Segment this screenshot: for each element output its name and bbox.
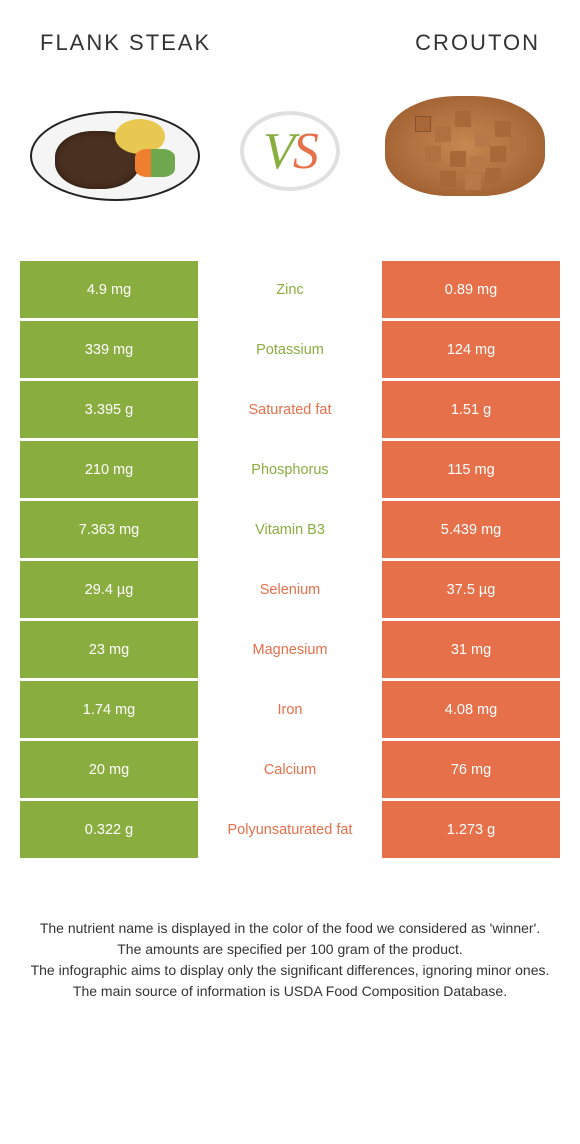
- right-value: 31 mg: [382, 621, 560, 678]
- right-value: 1.273 g: [382, 801, 560, 858]
- nutrient-name: Saturated fat: [198, 381, 382, 438]
- left-value: 4.9 mg: [20, 261, 198, 318]
- footer-line: The main source of information is USDA F…: [30, 981, 550, 1002]
- left-value: 3.395 g: [20, 381, 198, 438]
- footer-notes: The nutrient name is displayed in the co…: [20, 918, 560, 1002]
- nutrient-name: Vitamin B3: [198, 501, 382, 558]
- left-value: 0.322 g: [20, 801, 198, 858]
- nutrient-row: 4.9 mgZinc0.89 mg: [20, 261, 560, 318]
- left-value: 339 mg: [20, 321, 198, 378]
- right-value: 76 mg: [382, 741, 560, 798]
- nutrient-row: 29.4 µgSelenium37.5 µg: [20, 561, 560, 618]
- nutrient-table: 4.9 mgZinc0.89 mg339 mgPotassium124 mg3.…: [20, 261, 560, 858]
- right-value: 37.5 µg: [382, 561, 560, 618]
- right-value: 5.439 mg: [382, 501, 560, 558]
- nutrient-name: Calcium: [198, 741, 382, 798]
- vs-badge: VS: [240, 111, 340, 191]
- nutrient-name: Phosphorus: [198, 441, 382, 498]
- footer-line: The nutrient name is displayed in the co…: [30, 918, 550, 939]
- left-value: 20 mg: [20, 741, 198, 798]
- right-value: 115 mg: [382, 441, 560, 498]
- right-value: 124 mg: [382, 321, 560, 378]
- nutrient-row: 7.363 mgVitamin B35.439 mg: [20, 501, 560, 558]
- nutrient-row: 1.74 mgIron4.08 mg: [20, 681, 560, 738]
- nutrient-row: 23 mgMagnesium31 mg: [20, 621, 560, 678]
- flank-steak-image: [30, 86, 200, 216]
- right-value: 1.51 g: [382, 381, 560, 438]
- right-value: 4.08 mg: [382, 681, 560, 738]
- nutrient-row: 20 mgCalcium76 mg: [20, 741, 560, 798]
- left-value: 29.4 µg: [20, 561, 198, 618]
- vs-v-letter: V: [263, 122, 293, 181]
- nutrient-name: Selenium: [198, 561, 382, 618]
- nutrient-row: 0.322 gPolyunsaturated fat1.273 g: [20, 801, 560, 858]
- nutrient-name: Zinc: [198, 261, 382, 318]
- left-value: 23 mg: [20, 621, 198, 678]
- left-value: 7.363 mg: [20, 501, 198, 558]
- nutrient-name: Iron: [198, 681, 382, 738]
- nutrient-name: Potassium: [198, 321, 382, 378]
- nutrient-row: 3.395 gSaturated fat1.51 g: [20, 381, 560, 438]
- footer-line: The amounts are specified per 100 gram o…: [30, 939, 550, 960]
- footer-line: The infographic aims to display only the…: [30, 960, 550, 981]
- nutrient-row: 339 mgPotassium124 mg: [20, 321, 560, 378]
- crouton-image: [380, 86, 550, 216]
- left-food-title: FLANK STEAK: [40, 30, 211, 56]
- right-value: 0.89 mg: [382, 261, 560, 318]
- header: FLANK STEAK CROUTON: [20, 30, 560, 56]
- right-food-title: CROUTON: [415, 30, 540, 56]
- nutrient-name: Polyunsaturated fat: [198, 801, 382, 858]
- nutrient-row: 210 mgPhosphorus115 mg: [20, 441, 560, 498]
- vs-s-letter: S: [293, 122, 317, 181]
- left-value: 1.74 mg: [20, 681, 198, 738]
- left-value: 210 mg: [20, 441, 198, 498]
- nutrient-name: Magnesium: [198, 621, 382, 678]
- images-row: VS: [20, 86, 560, 216]
